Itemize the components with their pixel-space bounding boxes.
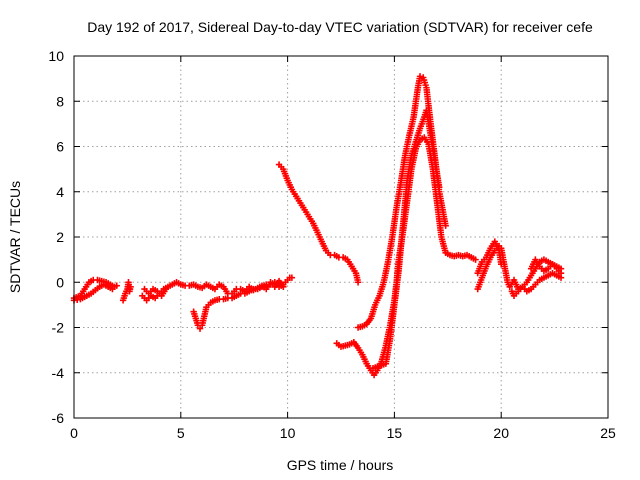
series-seg5 (141, 285, 170, 300)
data-point (288, 274, 296, 281)
y-tick-label: 2 (56, 229, 64, 245)
data-point (162, 285, 170, 293)
data-point (436, 184, 443, 191)
x-tick-label: 20 (493, 425, 509, 441)
data-point (280, 283, 287, 290)
data-point (498, 260, 505, 268)
y-tick-label: -4 (52, 365, 65, 381)
x-tick-label: 10 (280, 425, 296, 441)
x-tick-label: 15 (387, 425, 403, 441)
data-point (109, 285, 116, 293)
series-seg8 (275, 161, 362, 286)
data-point (472, 256, 479, 263)
data-point (354, 279, 362, 286)
data-point (113, 282, 120, 289)
y-tick-label: 4 (56, 184, 64, 200)
y-tick-label: 0 (56, 274, 64, 290)
x-tick-label: 0 (70, 425, 78, 441)
x-tick-label: 25 (600, 425, 616, 441)
series-seg13 (474, 238, 505, 277)
series-seg11 (369, 107, 443, 372)
x-axis-label: GPS time / hours (287, 457, 394, 473)
series-seg10 (354, 73, 449, 331)
y-tick-label: 6 (56, 139, 64, 155)
data-point (442, 222, 449, 229)
y-tick-label: -6 (52, 410, 65, 426)
series-seg15 (527, 256, 565, 277)
data-point (557, 270, 565, 277)
y-tick-label: -2 (52, 320, 65, 336)
x-tick-label: 5 (177, 425, 185, 441)
data-point (196, 325, 204, 332)
series-seg3 (119, 279, 134, 304)
data-point (416, 73, 424, 80)
series-seg2 (70, 281, 116, 304)
y-axis-label: SDTVAR / TECUs (7, 181, 23, 293)
axis-ticks: 0 5 10 15 20 25 -6 -4 -2 0 2 4 6 8 10 (48, 48, 616, 441)
chart-title: Day 192 of 2017, Sidereal Day-to-day VTE… (87, 19, 593, 35)
y-tick-label: 10 (48, 48, 64, 64)
y-tick-label: 8 (56, 93, 64, 109)
series-seg14 (508, 270, 565, 300)
data-point (127, 283, 134, 290)
data-marks (70, 73, 565, 379)
series-seg7 (228, 277, 287, 297)
grid-lines (74, 56, 608, 418)
